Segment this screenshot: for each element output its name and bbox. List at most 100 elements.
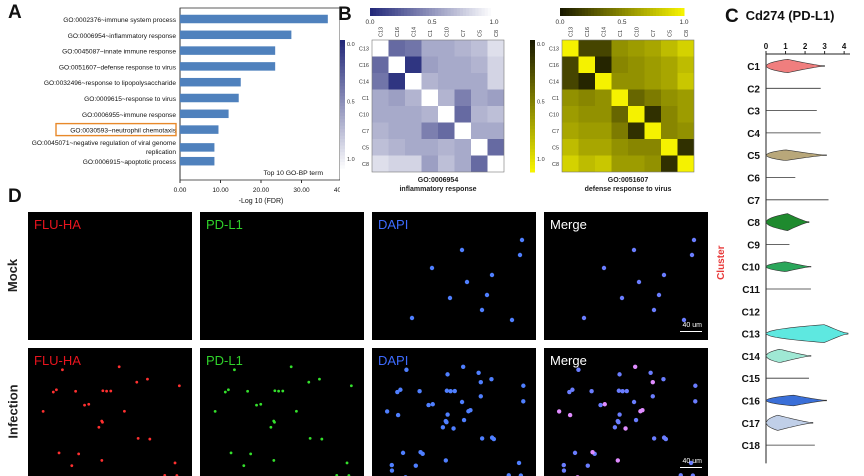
cluster-label-C7: C7 <box>747 196 760 207</box>
colorbar-tick-1-1: 0.5 <box>617 19 626 26</box>
cell-dot <box>148 438 151 441</box>
cell-dot <box>693 399 697 403</box>
cluster-label-C18: C18 <box>742 441 761 452</box>
micrograph-infection-dapi: DAPI <box>372 348 536 476</box>
colorbar-top-seg <box>420 8 424 16</box>
col-label-0-5: C7 <box>461 30 467 37</box>
colorbar-tick-0-2: 1.0 <box>489 19 498 26</box>
colorbar-side-seg <box>340 86 345 90</box>
cell <box>645 139 662 156</box>
row-label-1-2: C14 <box>549 79 559 85</box>
cluster-label-C15: C15 <box>742 374 761 385</box>
cell-dot <box>693 384 697 388</box>
colorbar-top-seg <box>488 8 492 16</box>
cell <box>455 73 472 90</box>
cell-dot <box>404 368 408 372</box>
cluster-label-C12: C12 <box>742 307 761 318</box>
cell-dot <box>661 377 665 381</box>
cell-dot <box>521 384 525 388</box>
cell-dot <box>430 266 434 270</box>
cell <box>422 156 439 173</box>
colorbar-top-seg <box>603 8 607 16</box>
row-label-0-1: C16 <box>359 63 369 69</box>
cluster-label-C6: C6 <box>747 174 760 185</box>
cell-dot <box>632 248 636 252</box>
cell <box>488 106 505 123</box>
cell <box>562 90 579 107</box>
cell-dot <box>242 464 245 467</box>
cell <box>372 40 389 57</box>
colorbar-side-seg <box>530 116 535 120</box>
colorbar-top-seg <box>566 8 570 16</box>
colorbar-side-seg <box>530 63 535 67</box>
cell-dot <box>617 372 621 376</box>
colorbar-top-seg <box>398 8 402 16</box>
cell-dot <box>350 384 353 387</box>
cell <box>405 139 422 156</box>
cell <box>628 40 645 57</box>
cluster-label-C13: C13 <box>742 330 761 341</box>
cell <box>645 123 662 140</box>
colorbar-side-seg <box>530 47 535 51</box>
colorbar-side-seg <box>530 126 535 130</box>
colorbar-top-seg <box>600 8 604 16</box>
violin-C13 <box>766 325 848 343</box>
colorbar-top-seg <box>610 8 614 16</box>
colorbar-top-seg <box>594 8 598 16</box>
cell <box>488 57 505 74</box>
cell <box>595 123 612 140</box>
cell-dot <box>616 458 620 462</box>
cell <box>645 40 662 57</box>
cell <box>422 139 439 156</box>
colorbar-side-seg <box>340 136 345 140</box>
cell-dot <box>87 403 90 406</box>
colorbar-top-seg <box>395 8 399 16</box>
colorbar-side-seg <box>530 109 535 113</box>
cell-dot <box>307 381 310 384</box>
annotation: Top 10 GO-BP term <box>263 170 323 177</box>
cell <box>595 40 612 57</box>
colorbar-top-seg <box>588 8 592 16</box>
colorbar-top-seg <box>597 8 601 16</box>
cell <box>661 73 678 90</box>
cluster-label-C4: C4 <box>747 129 760 140</box>
cell <box>678 73 695 90</box>
colorbar-top-seg <box>591 8 595 16</box>
row-label-1-1: C16 <box>549 63 559 69</box>
colorbar-side-seg <box>530 93 535 97</box>
cell-dot <box>61 368 64 371</box>
row-label-0-7: C8 <box>362 162 369 168</box>
row-label-0-2: C14 <box>359 79 369 85</box>
colorbar-top-seg <box>448 8 452 16</box>
cell <box>661 57 678 74</box>
cell <box>579 90 596 107</box>
cell <box>471 40 488 57</box>
cell <box>471 139 488 156</box>
cell <box>661 90 678 107</box>
go-term-bar-chart: GO:0002376~immune system processGO:00069… <box>0 0 340 205</box>
category-label-6: GO:0009615~response to virus <box>84 96 177 103</box>
bar-7 <box>180 110 229 119</box>
cell-dot <box>479 394 483 398</box>
cell <box>389 123 406 140</box>
col-label-0-0: C13 <box>378 27 384 37</box>
colorbar-top-seg <box>432 8 436 16</box>
category-label-2: GO:0006954~inflammatory response <box>68 33 177 40</box>
x-tick-label-2: 20.00 <box>253 187 270 194</box>
colorbar-top-seg <box>438 8 442 16</box>
cell-dot <box>480 308 484 312</box>
bar-9 <box>180 143 214 152</box>
category-label-10: GO:0006915~apoptotic process <box>83 159 177 166</box>
cell <box>372 90 389 107</box>
cell-dot <box>398 388 402 392</box>
cell-dot <box>568 413 572 417</box>
col-label-0-2: C14 <box>411 27 417 37</box>
cell-dot <box>230 451 233 454</box>
col-label-1-5: C7 <box>651 30 657 37</box>
cell-dot <box>462 418 466 422</box>
col-label-1-7: C8 <box>684 30 690 37</box>
micrograph-mock-flu-ha: FLU-HA <box>28 212 192 340</box>
